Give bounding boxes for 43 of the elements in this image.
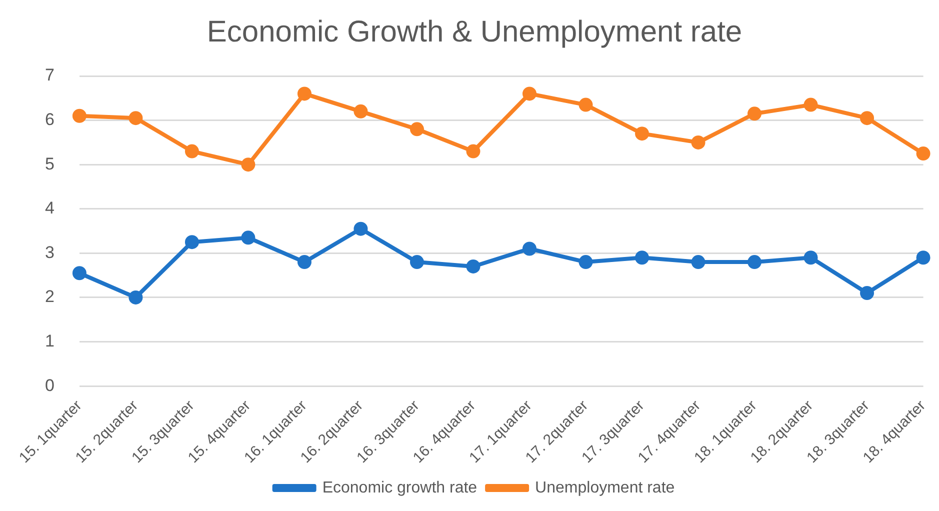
point — [184, 235, 199, 250]
point — [804, 250, 818, 265]
point — [72, 108, 86, 123]
point — [466, 144, 480, 158]
point — [635, 126, 649, 141]
point — [522, 242, 536, 256]
point — [297, 86, 312, 101]
point — [410, 255, 424, 270]
y-tick-label: 0 — [44, 376, 54, 395]
y-tick-label: 3 — [44, 242, 54, 262]
point — [804, 98, 818, 112]
y-tick-label: 1 — [44, 331, 54, 350]
point — [354, 104, 368, 118]
point — [635, 250, 649, 265]
y-tick-label: 7 — [44, 66, 54, 85]
point — [691, 255, 706, 270]
point — [860, 286, 874, 300]
point — [241, 158, 256, 172]
point — [128, 290, 143, 304]
point — [748, 106, 762, 121]
point — [578, 98, 593, 112]
point — [691, 135, 706, 150]
point — [241, 230, 256, 245]
point — [916, 146, 930, 161]
point — [297, 255, 312, 270]
y-tick-label: 5 — [44, 154, 54, 174]
legend-label: Unemployment rate — [535, 479, 675, 496]
chart-title: Economic Growth & Unemployment rate — [206, 15, 742, 48]
point — [354, 222, 368, 236]
point — [466, 259, 480, 274]
point — [184, 144, 199, 158]
y-tick-label: 6 — [44, 110, 54, 129]
y-tick-label: 2 — [44, 287, 54, 306]
point — [522, 86, 536, 101]
point — [860, 111, 874, 126]
legend-label: Economic growth rate — [322, 479, 478, 496]
point — [410, 122, 424, 136]
point — [128, 111, 143, 126]
y-tick-label: 4 — [44, 198, 54, 218]
point — [916, 250, 930, 265]
point — [748, 255, 762, 270]
point — [72, 266, 86, 280]
point — [578, 255, 593, 270]
